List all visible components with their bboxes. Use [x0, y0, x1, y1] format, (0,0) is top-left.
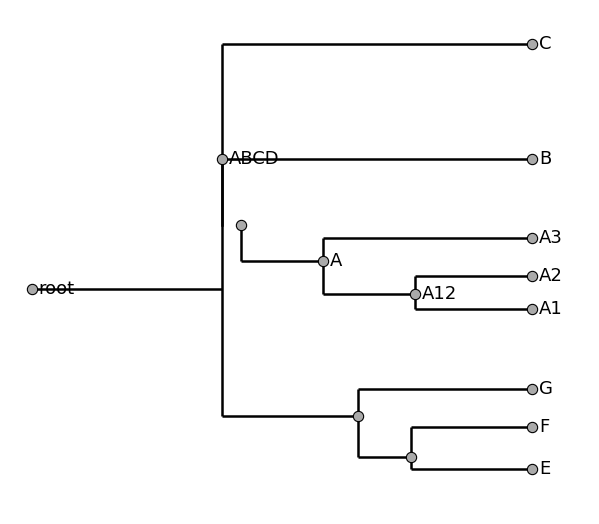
Point [27, 285, 37, 293]
Point [236, 221, 246, 229]
Point [528, 272, 537, 281]
Text: root: root [39, 280, 75, 298]
Point [528, 155, 537, 163]
Text: E: E [539, 461, 550, 478]
Point [528, 234, 537, 242]
Point [528, 423, 537, 431]
Text: A3: A3 [539, 229, 563, 247]
Point [353, 412, 362, 420]
Point [528, 385, 537, 393]
Text: A1: A1 [539, 300, 563, 318]
Text: A: A [330, 253, 343, 270]
Text: F: F [539, 418, 549, 436]
Point [406, 453, 416, 461]
Point [217, 155, 226, 163]
Point [528, 40, 537, 48]
Text: C: C [539, 35, 552, 53]
Text: G: G [539, 380, 553, 398]
Text: ABCD: ABCD [229, 150, 279, 168]
Point [319, 257, 328, 266]
Text: A12: A12 [422, 285, 458, 303]
Point [528, 465, 537, 474]
Point [410, 290, 420, 298]
Text: B: B [539, 150, 552, 168]
Point [528, 305, 537, 313]
Text: A2: A2 [539, 267, 563, 286]
